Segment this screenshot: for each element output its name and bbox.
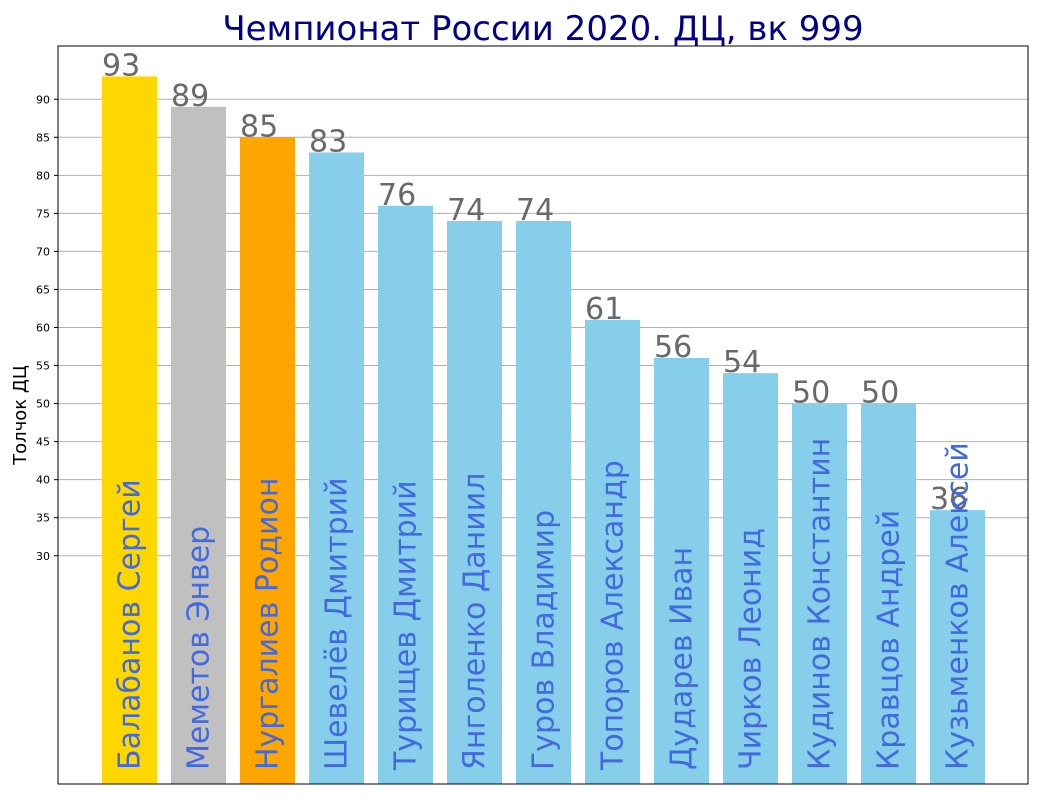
bar: [171, 106, 226, 785]
value-label: 36: [930, 482, 968, 517]
bar: [792, 403, 847, 784]
y-axis-ticks: 30 35 40 45 50 55 60 65 70 75 80 85 90: [36, 93, 58, 563]
chart-title: Чемпионат России 2020. ДЦ, вк 999: [222, 9, 863, 49]
value-label: 93: [102, 48, 140, 83]
category-label: Меметов Энвер: [182, 526, 217, 770]
bar: [585, 319, 640, 784]
y-tick-label: 50: [36, 398, 50, 411]
category-label: Кудинов Константин: [803, 438, 838, 770]
value-label: 74: [447, 193, 485, 228]
category-label: Шевелёв Дмитрий: [320, 477, 355, 770]
bar: [861, 403, 916, 784]
value-label: 54: [723, 345, 761, 380]
category-label: Дударев Иван: [665, 547, 700, 770]
bar: [930, 510, 985, 784]
value-label: 50: [792, 376, 830, 411]
category-label: Турищев Дмитрий: [389, 480, 424, 771]
bar: [447, 220, 502, 784]
y-tick-label: 75: [36, 207, 50, 220]
category-label: Чирков Леонид: [734, 528, 769, 770]
category-label: Балабанов Сергей: [113, 479, 148, 770]
value-label: 85: [240, 109, 278, 144]
y-tick-label: 55: [36, 360, 50, 373]
value-label: 61: [585, 292, 623, 327]
value-label: 50: [861, 376, 899, 411]
y-axis-label: Толчок ДЦ: [10, 365, 31, 466]
bar: [309, 152, 364, 785]
category-label: Кравцов Андрей: [872, 510, 907, 770]
category-label: Кузьменков Алексей: [941, 442, 976, 770]
y-tick-label: 80: [36, 169, 50, 182]
bar: [654, 357, 709, 784]
y-tick-label: 90: [36, 93, 50, 106]
y-tick-label: 85: [36, 131, 50, 144]
y-tick-label: 45: [36, 436, 50, 449]
category-label: Янголенко Даниил: [458, 473, 493, 770]
category-label: Гуров Владимир: [527, 510, 562, 770]
bar: [516, 220, 571, 784]
y-tick-label: 70: [36, 245, 50, 258]
bar: [378, 205, 433, 784]
y-tick-label: 30: [36, 550, 50, 563]
y-tick-label: 60: [36, 322, 50, 335]
value-label: 76: [378, 178, 416, 213]
bar: [240, 137, 295, 785]
bars: 93 Балабанов Сергей 89 Меметов Энвер 85 Нурга…: [102, 48, 985, 785]
bar: [102, 76, 157, 785]
y-tick-label: 40: [36, 474, 50, 487]
y-tick-label: 35: [36, 512, 50, 525]
category-label: Нургалиев Родион: [251, 478, 286, 771]
value-label: 89: [171, 79, 209, 114]
bar: [723, 373, 778, 784]
value-label: 56: [654, 330, 692, 365]
category-label: Топоров Александр: [596, 460, 631, 771]
value-label: 74: [516, 193, 554, 228]
value-label: 83: [309, 125, 347, 160]
y-tick-label: 65: [36, 283, 50, 296]
plot-frame: [57, 45, 1029, 785]
